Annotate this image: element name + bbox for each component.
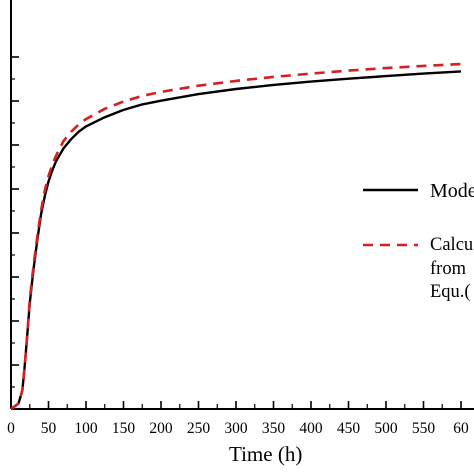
- x-ticks: 0 50 100 150 200 250 300 350 400 450 500 550 60: [7, 401, 469, 437]
- model-series-line: [10, 70, 462, 410]
- plot-frame: [10, 0, 474, 410]
- x-tick-label: 60: [453, 420, 469, 437]
- x-tick-label: 0: [7, 420, 15, 437]
- legend-label-calculated-line: from: [430, 259, 467, 279]
- x-tick-label: 550: [412, 420, 436, 437]
- legend-label-calculated-line: Equ.(: [430, 282, 471, 302]
- x-tick-label: 200: [149, 420, 173, 437]
- x-tick-label: 400: [299, 420, 323, 437]
- x-tick-label: 150: [112, 420, 136, 437]
- calculated-series-line: [10, 62, 462, 411]
- x-axis-title: Time (h): [229, 442, 302, 466]
- legend-label-calculated-line: Calcu: [430, 235, 473, 255]
- x-tick-label: 50: [41, 420, 57, 437]
- y-ticks: [11, 56, 19, 410]
- legend: Mode Calcu from Equ.(: [363, 180, 474, 302]
- x-tick-label: 100: [74, 420, 98, 437]
- series-layer: [10, 62, 462, 411]
- x-tick-label: 350: [262, 420, 286, 437]
- x-tick-label: 500: [374, 420, 398, 437]
- x-tick-label: 450: [337, 420, 361, 437]
- legend-label-model: Mode: [430, 180, 474, 202]
- x-tick-label: 250: [187, 420, 211, 437]
- x-tick-label: 300: [224, 420, 248, 437]
